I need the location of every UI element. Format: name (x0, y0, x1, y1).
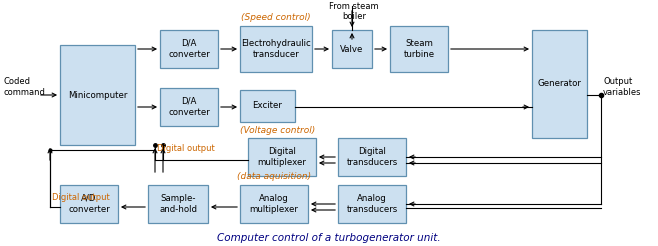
Text: From steam
boiler: From steam boiler (329, 2, 379, 21)
Bar (532, 30, 587, 138)
Bar (240, 26, 312, 72)
Text: Digital output: Digital output (52, 193, 110, 202)
Bar (248, 138, 316, 176)
Bar (390, 26, 448, 72)
Text: Generator: Generator (538, 79, 582, 89)
Bar (332, 30, 372, 68)
Text: (Speed control): (Speed control) (241, 13, 311, 22)
Bar (240, 90, 295, 122)
Bar (160, 88, 218, 126)
Bar (240, 185, 308, 223)
Text: Minicomputer: Minicomputer (68, 91, 127, 99)
Bar (160, 30, 218, 68)
Text: D/A
converter: D/A converter (168, 39, 210, 59)
Text: Coded
command: Coded command (3, 77, 45, 97)
Text: D/A
converter: D/A converter (168, 97, 210, 117)
Text: (data aquisition): (data aquisition) (237, 172, 311, 181)
Text: Analog
multiplexer: Analog multiplexer (249, 194, 299, 214)
Text: Exciter: Exciter (253, 102, 282, 110)
Text: A/D
converter: A/D converter (68, 194, 110, 214)
Text: Sample-
and-hold: Sample- and-hold (159, 194, 197, 214)
Text: Analog
transducers: Analog transducers (346, 194, 397, 214)
Text: Output
variables: Output variables (603, 77, 642, 97)
Bar (338, 138, 406, 176)
Text: Computer control of a turbogenerator unit.: Computer control of a turbogenerator uni… (217, 233, 441, 243)
Text: (Voltage control): (Voltage control) (240, 126, 315, 135)
Text: Steam
turbine: Steam turbine (403, 39, 434, 59)
Text: Electrohydraulic
transducer: Electrohydraulic transducer (241, 39, 311, 59)
Bar (148, 185, 208, 223)
Text: Valve: Valve (340, 45, 364, 53)
Text: Digital output: Digital output (157, 144, 215, 153)
Bar (60, 185, 118, 223)
Bar (60, 45, 135, 145)
Text: Digital
transducers: Digital transducers (346, 147, 397, 167)
Bar (338, 185, 406, 223)
Text: Digital
multiplexer: Digital multiplexer (257, 147, 307, 167)
